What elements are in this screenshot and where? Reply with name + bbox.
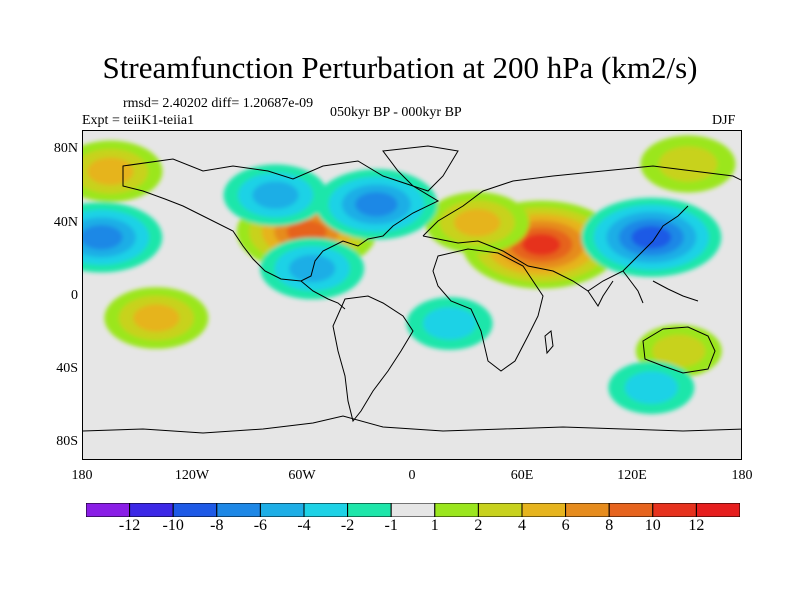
rmsd-diff-stats: rmsd= 2.40202 diff= 1.20687e-09 [123, 96, 314, 111]
colorbar-swatch-3 [216, 503, 261, 517]
coastline-central-america [300, 280, 346, 310]
anomaly-9-level-2 [252, 181, 299, 209]
colorbar-label: -8 [210, 517, 224, 534]
colorbar [86, 503, 740, 517]
anomaly-7-level-4 [631, 226, 672, 249]
colorbar-swatch-11 [565, 503, 610, 517]
streamfunction-map [83, 135, 741, 434]
lat-tick-40n: 40N [53, 215, 78, 230]
lon-tick-60e: 60E [510, 468, 534, 483]
lon-tick-180w: 180 [71, 468, 93, 483]
colorbar-label: -2 [340, 517, 355, 534]
coastline-greenland [382, 145, 459, 192]
lon-tick-60w: 60W [288, 468, 316, 483]
colorbar-label: -12 [118, 517, 141, 534]
anomaly-12-level-1 [423, 307, 477, 340]
chart-title: Streamfunction Perturbation at 200 hPa (… [102, 50, 698, 85]
season-label: DJF [712, 113, 736, 128]
experiment-label: Expt = teiiK1-teiia1 [82, 113, 195, 128]
colorbar-swatch-5 [303, 503, 349, 517]
colorbar-swatch-8 [434, 503, 479, 517]
anomaly-0-level-5 [522, 234, 561, 256]
colorbar-label: 12 [688, 517, 705, 534]
colorbar-label: 8 [605, 517, 614, 534]
colorbar-label: 6 [561, 517, 570, 534]
lon-tick-180e: 180 [731, 468, 753, 483]
lat-tick-equator: 0 [71, 288, 78, 303]
lon-tick-0: 0 [408, 468, 416, 483]
colorbar-swatch-7 [390, 503, 436, 517]
colorbar-label: -10 [162, 517, 184, 534]
colorbar-swatch-6 [347, 503, 392, 517]
colorbar-swatch-0 [86, 503, 131, 517]
anomaly-6-level-1 [652, 334, 706, 368]
colorbar-swatch-1 [129, 503, 174, 517]
coastline-africa [432, 248, 544, 372]
period-label: 050kyr BP - 000kyr BP [330, 105, 462, 120]
lat-tick-80s: 80S [56, 434, 78, 449]
anomaly-13-level-1 [624, 371, 678, 404]
colorbar-swatch-2 [172, 503, 218, 517]
anomaly-4-level-1 [658, 146, 718, 182]
colorbar-swatch-14 [695, 503, 740, 517]
lat-tick-40s: 40S [56, 361, 78, 376]
colorbar-swatch-12 [608, 503, 654, 517]
anomaly-1-level-2 [454, 208, 501, 237]
coastline-madagascar [544, 330, 554, 355]
colorbar-swatch-10 [521, 503, 567, 517]
anomaly-3-level-2 [87, 157, 134, 186]
anomaly-10-level-3 [355, 192, 398, 217]
coastline-south-america [332, 295, 414, 423]
coastline-south-asia [587, 270, 699, 307]
lat-tick-80n: 80N [53, 141, 78, 156]
colorbar-label: 10 [644, 517, 661, 534]
lon-tick-120w: 120W [174, 468, 210, 483]
colorbar-label: -6 [253, 517, 268, 534]
anomaly-5-level-2 [133, 304, 180, 332]
anomaly-2-level-4 [286, 220, 327, 244]
colorbar-label: 4 [518, 517, 526, 534]
coastline-eurasia [422, 165, 741, 292]
colorbar-label: 1 [430, 517, 439, 534]
colorbar-label: -4 [297, 517, 311, 534]
map-panel [82, 130, 742, 460]
anomaly-11-level-2 [289, 254, 336, 283]
lon-tick-120e: 120E [617, 468, 647, 483]
anomaly-8-level-3 [83, 225, 123, 250]
colorbar-label: 2 [474, 517, 483, 534]
coastline-australia [642, 326, 716, 374]
colorbar-swatch-4 [259, 503, 305, 517]
coastline-north-america [122, 158, 440, 282]
colorbar-label: -1 [384, 517, 398, 534]
colorbar-swatch-9 [477, 503, 523, 517]
coastline-antarctica [83, 415, 741, 434]
colorbar-swatch-13 [652, 503, 697, 517]
